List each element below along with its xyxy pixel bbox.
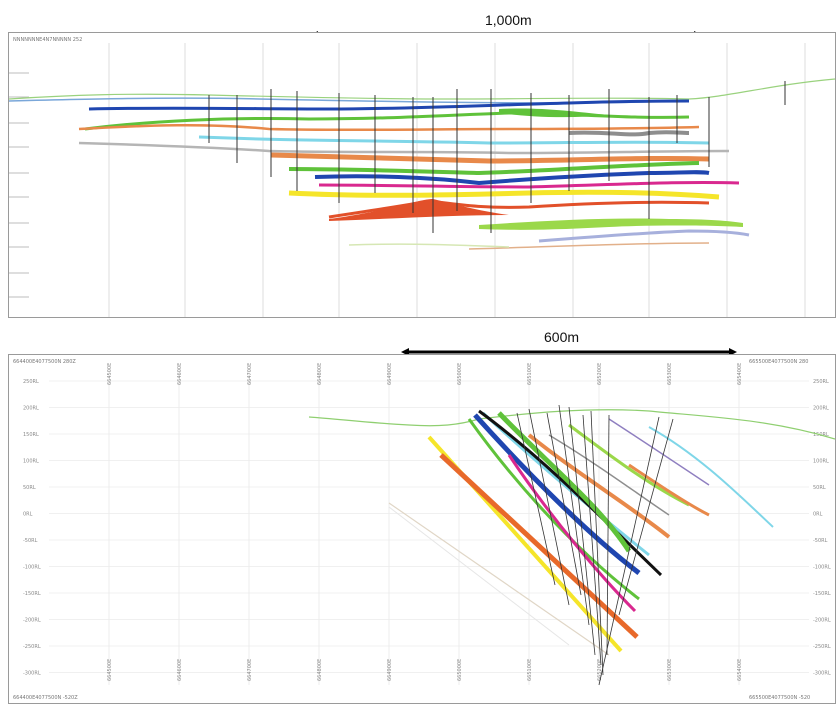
top-seam-cyan-1 [198, 135, 710, 145]
bottom-seam-faint-1 [388, 502, 610, 656]
rl-label-right: 250RL [813, 379, 829, 385]
top-seam-grey-2 [78, 141, 730, 155]
bottom-seam-green-3 [568, 423, 690, 507]
easting-label: 664800E [317, 659, 323, 681]
rl-label-right: -100RL [813, 565, 831, 571]
bottom-seam-purple [608, 418, 710, 486]
easting-label: 665000E [457, 659, 463, 681]
bottom-seam-grey [548, 434, 670, 516]
top-seam-blue-1 [88, 99, 690, 111]
easting-label: 665400E [737, 363, 743, 385]
easting-label: 664500E [107, 363, 113, 385]
bottom-footer-left: 664400E4077500N -520Z [13, 695, 78, 701]
bottom-seam-black [478, 409, 663, 577]
bottom-seam-green-1 [467, 418, 640, 601]
top-rl-ticks [9, 72, 29, 298]
rl-label-right: -50RL [813, 538, 828, 544]
easting-label: 665200E [597, 363, 603, 385]
top-drillholes [208, 81, 786, 233]
easting-label: 664700E [247, 363, 253, 385]
rl-label-right: -300RL [813, 671, 831, 677]
bottom-seam-orange-3 [628, 463, 710, 517]
top-seam-green-3 [479, 218, 743, 230]
rl-label-left: -200RL [23, 618, 41, 624]
bottom-seam-cyan-2 [648, 426, 774, 528]
rl-label-left: -50RL [23, 538, 38, 544]
top-cross-section-drawing: NNNNNNNE4N7NNNNN 252 [9, 37, 835, 317]
top-horizontal-scale-label: 1,000m [485, 12, 532, 28]
easting-label: 665200E [597, 659, 603, 681]
rl-label-left: 250RL [23, 379, 39, 385]
top-topography-line [9, 78, 835, 100]
rl-label-left: 100RL [23, 459, 39, 465]
rl-label-left: 50RL [23, 485, 36, 491]
bottom-easting-labels: 664500E 664500E 664600E 664600E 664700E 66470… [107, 363, 743, 685]
top-seam-lavender [538, 229, 750, 243]
top-seam-magenta-1 [318, 180, 740, 189]
rl-label-left: 200RL [23, 406, 39, 412]
rl-label-right: -150RL [813, 591, 831, 597]
easting-label: 665100E [527, 659, 533, 681]
rl-label-right: 100RL [813, 459, 829, 465]
rl-label-left: -250RL [23, 644, 41, 650]
easting-label: 665100E [527, 363, 533, 385]
rl-label-left: -150RL [23, 591, 41, 597]
top-seam-orange-1 [78, 123, 700, 132]
easting-label: 664800E [317, 363, 323, 385]
bottom-seam-blue-1 [473, 413, 641, 575]
bottom-seam-green-2 [497, 411, 632, 553]
bottom-seam-magenta [507, 454, 637, 613]
rl-label-left: -100RL [23, 565, 41, 571]
bottom-cross-section-panel: 664400E4077500N 280Z 665500E4077500N 280… [8, 354, 836, 704]
bottom-seam-cyan-1 [481, 411, 650, 557]
easting-label: 665300E [667, 659, 673, 681]
top-header-label: NNNNNNNE4N7NNNNN 252 [13, 37, 82, 43]
bottom-drillholes [516, 404, 674, 686]
rl-label-left: -300RL [23, 671, 41, 677]
rl-label-right: 0RL [813, 512, 823, 518]
easting-label: 665000E [457, 363, 463, 385]
easting-label: 664700E [247, 659, 253, 681]
bottom-footer-right: 665500E4077500N -520 [749, 695, 810, 701]
bottom-cross-section-drawing: 664400E4077500N 280Z 665500E4077500N 280… [13, 359, 835, 701]
top-seam-red-lens [329, 199, 509, 221]
bottom-header-right: 665500E4077500N 280 [749, 359, 808, 365]
easting-label: 665300E [667, 363, 673, 385]
top-seam-green-thick [499, 108, 609, 118]
bottom-seam-faint-2 [388, 506, 570, 646]
bottom-header-left: 664400E4077500N 280Z [13, 359, 76, 365]
top-seam-tan [468, 242, 710, 250]
rl-label-right: 200RL [813, 406, 829, 412]
rl-label-left: 150RL [23, 432, 39, 438]
bottom-seam-orange-2 [527, 433, 671, 539]
rl-label-left: 0RL [23, 512, 33, 518]
bottom-horizontal-scale-label: 600m [544, 329, 580, 345]
top-seam-yellow-1 [288, 189, 720, 200]
top-seam-orange-2 [270, 152, 710, 164]
bottom-seam-orange-1 [439, 453, 639, 639]
easting-label: 664600E [177, 659, 183, 681]
top-seam-green-2 [288, 161, 700, 176]
top-seam-faint [348, 243, 510, 248]
top-seam-red-1 [328, 199, 710, 219]
bottom-rl-labels-right: 250RL200RL150RL100RL50RL0RL-50RL-100RL-1… [813, 379, 831, 677]
top-cross-section-panel: NNNNNNNE4N7NNNNN 252 [8, 32, 836, 318]
easting-label: 665400E [737, 659, 743, 681]
easting-label: 664500E [107, 659, 113, 681]
rl-label-right: -250RL [813, 644, 831, 650]
top-seam-grey-1 [568, 130, 690, 137]
bottom-rl-labels-left: 250RL 200RL 150RL 100RL 50RL 0RL -50RL -100RL -1… [23, 379, 809, 677]
rl-label-right: 50RL [813, 485, 826, 491]
easting-label: 664900E [387, 363, 393, 385]
rl-label-right: -200RL [813, 618, 831, 624]
top-seam-blue-2 [314, 170, 710, 186]
easting-label: 664600E [177, 363, 183, 385]
easting-label: 664900E [387, 659, 393, 681]
bottom-topography-line [308, 409, 835, 440]
